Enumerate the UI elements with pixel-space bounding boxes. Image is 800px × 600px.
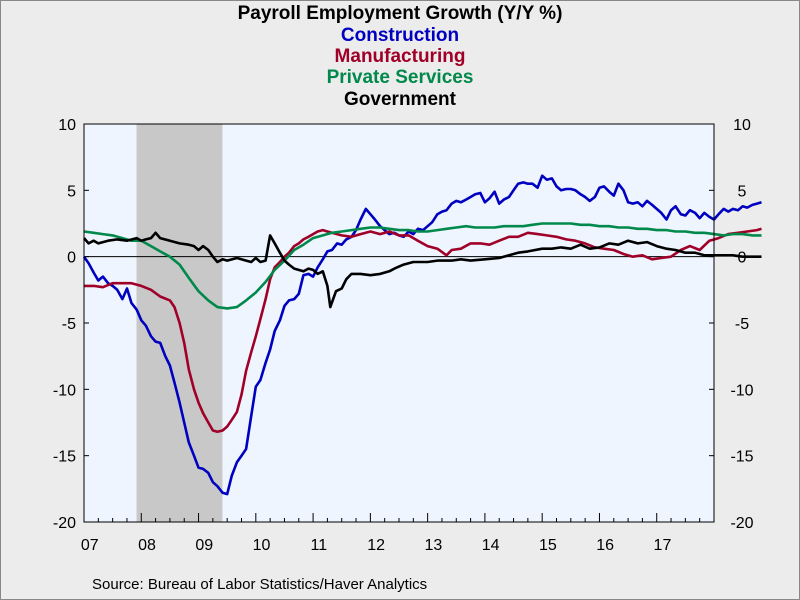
y-tick-label-left: -5 xyxy=(62,316,76,333)
y-tick-label-right: -10 xyxy=(730,382,753,399)
legend-entry-manufacturing: Manufacturing xyxy=(334,46,466,67)
x-tick-label: 13 xyxy=(424,537,442,554)
x-tick-label: 16 xyxy=(596,537,614,554)
y-tick-label-left: -20 xyxy=(53,515,76,532)
x-tick-label: 12 xyxy=(367,537,385,554)
x-tick-label: 14 xyxy=(482,537,500,554)
y-tick-label-left: -15 xyxy=(53,449,76,466)
y-tick-label-right: 10 xyxy=(733,117,751,134)
legend-entry-private-services: Private Services xyxy=(326,67,474,88)
chart-title: Payroll Employment Growth (Y/Y %) xyxy=(237,3,563,24)
y-tick-label-left: 5 xyxy=(67,183,76,200)
series-line-construction xyxy=(82,174,762,496)
x-tick-label: 08 xyxy=(138,537,156,554)
y-tick-label-left: 10 xyxy=(58,117,76,134)
y-tick-label-right: 0 xyxy=(738,250,747,267)
x-tick-label: 10 xyxy=(253,537,271,554)
y-tick-label-right: 5 xyxy=(738,183,747,200)
x-tick-label: 07 xyxy=(81,537,99,554)
x-tick-label: 11 xyxy=(311,537,328,554)
plot-border xyxy=(83,123,715,523)
y-tick-label-left: -10 xyxy=(53,382,76,399)
series-line-government xyxy=(83,231,762,309)
x-tick-label: 17 xyxy=(654,537,672,554)
series-line-private-services xyxy=(83,222,762,310)
y-tick-label-right: -20 xyxy=(730,515,753,532)
y-tick-label-right: -5 xyxy=(735,316,749,333)
series-line-manufacturing xyxy=(84,227,762,434)
legend-entry-government: Government xyxy=(344,89,456,110)
x-tick-label: 09 xyxy=(195,537,213,554)
y-tick-label-left: 0 xyxy=(67,250,76,267)
x-tick-label: 15 xyxy=(539,537,557,554)
y-tick-label-right: -15 xyxy=(730,449,753,466)
source-note: Source: Bureau of Labor Statistics/Haver… xyxy=(92,576,428,593)
legend-entry-construction: Construction xyxy=(340,25,460,46)
